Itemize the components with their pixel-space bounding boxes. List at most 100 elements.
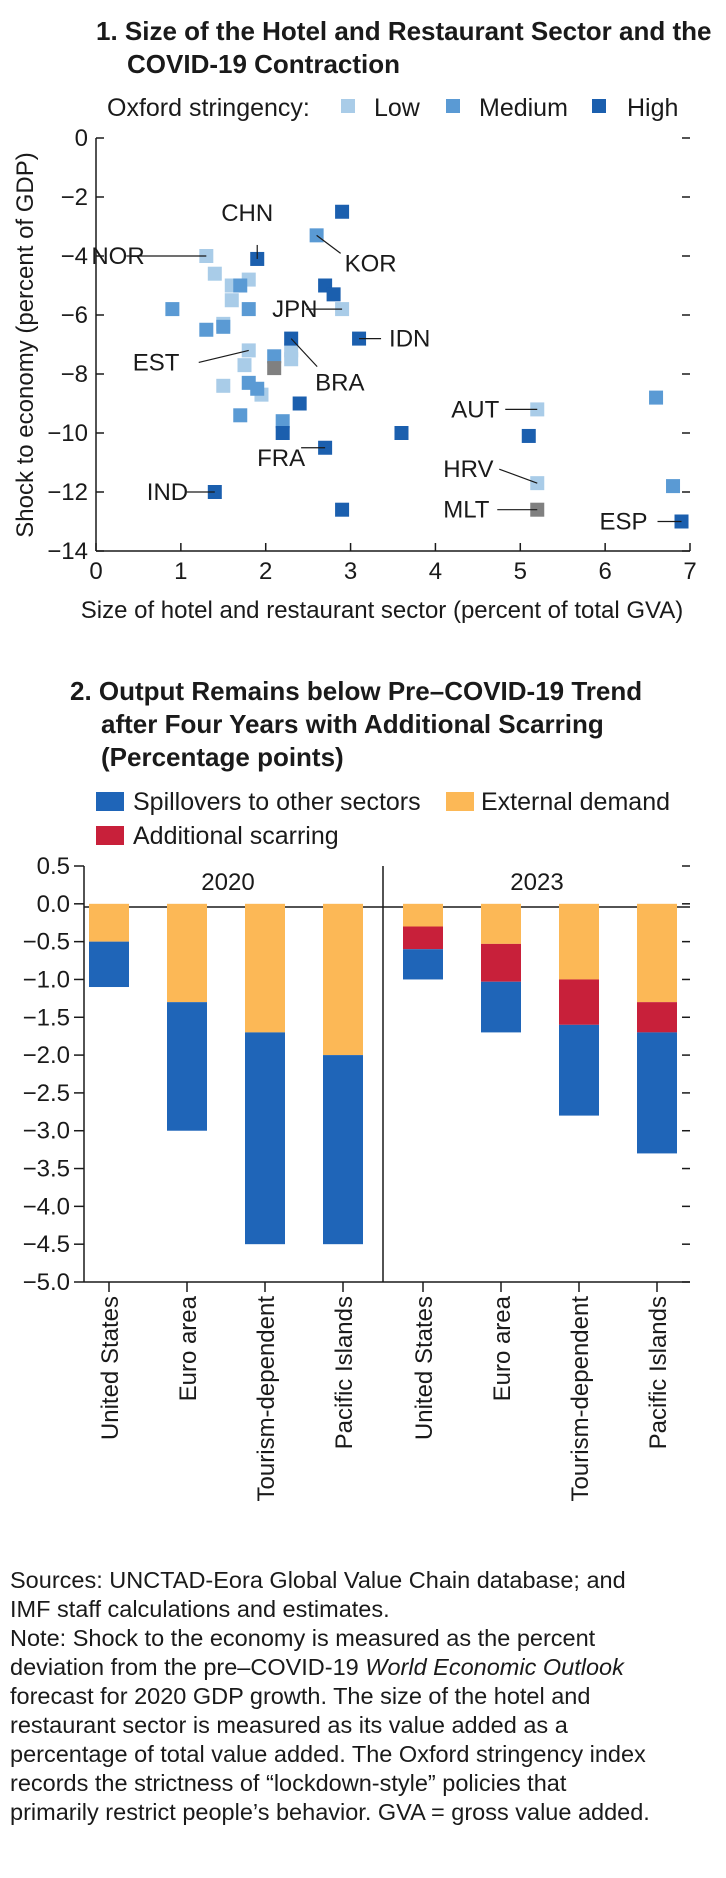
point-label-ind: IND bbox=[147, 479, 188, 506]
scatter-point-high bbox=[326, 287, 341, 302]
scatter-point-high bbox=[521, 428, 536, 443]
point-label-aut: AUT bbox=[451, 396, 499, 423]
scatter-point-low bbox=[207, 266, 222, 281]
y-tick-label: −2.5 bbox=[23, 1080, 70, 1107]
x-tick-label: 7 bbox=[683, 558, 696, 585]
label-leader-bra bbox=[290, 338, 318, 368]
y-tick-label: −1.5 bbox=[23, 1004, 70, 1031]
bar-external-demand-2023-euro-area bbox=[481, 903, 521, 944]
bar-additional-scarring-2023-euro-area bbox=[481, 943, 521, 982]
category-label-united-states: United States bbox=[411, 1296, 438, 1440]
legend-swatch-high bbox=[592, 99, 606, 113]
y-tick-label: −4.5 bbox=[23, 1231, 70, 1258]
scatter-point-high bbox=[275, 426, 290, 440]
category-label-pacific-islands: Pacific Islands bbox=[331, 1296, 358, 1449]
note-line-2-italic: World Economic Outlook bbox=[365, 1654, 624, 1680]
y-tick-label: −0.5 bbox=[23, 929, 70, 956]
category-label-united-states: United States bbox=[97, 1296, 124, 1440]
y-tick-label: −4 bbox=[61, 243, 88, 270]
scatter-chart: 1. Size of the Hotel and Restaurant Sect… bbox=[12, 16, 711, 624]
chart2-ticks: 0.5 0.0 −0.5 −1.0 −1.5 −2.0 −2.5 −3.0 −3.5 −4.0 −4… bbox=[23, 853, 690, 1296]
bar-spillovers-to-other-sectors-2020-pacific-islands bbox=[323, 1055, 363, 1245]
y-tick-label: −10 bbox=[47, 420, 88, 447]
bar-external-demand-2023-pacific-islands bbox=[637, 903, 677, 1003]
point-label-chn: CHN bbox=[221, 200, 273, 227]
chart1-labels: CHN NOR KOR JPN IDN EST BRA AUT FRA HRV IND MLT ESP bbox=[91, 200, 682, 536]
scatter-point-medium bbox=[250, 381, 265, 396]
label-leader-est bbox=[198, 349, 249, 363]
scatter-point-unclassified bbox=[267, 361, 282, 376]
legend-label-scarring: Additional scarring bbox=[133, 822, 339, 850]
scatter-point-medium bbox=[241, 302, 256, 317]
legend-swatch-external-demand bbox=[446, 792, 474, 811]
x-tick-label: 2 bbox=[259, 558, 272, 585]
chart1-legend: Oxford stringency: Low Medium High bbox=[107, 94, 678, 122]
bar-spillovers-to-other-sectors-2020-united-states bbox=[89, 941, 129, 988]
note-line-6: records the strictness of “lockdown-styl… bbox=[10, 1770, 567, 1796]
panel-label-2023: 2023 bbox=[510, 869, 563, 896]
y-tick-label: −3.5 bbox=[23, 1156, 70, 1183]
scatter-point-medium bbox=[233, 278, 248, 293]
x-tick-label: 4 bbox=[429, 558, 442, 585]
category-label-tourism-dependent: Tourism-dependent bbox=[253, 1296, 280, 1502]
panel-label-2020: 2020 bbox=[201, 869, 254, 896]
scatter-point-low bbox=[237, 358, 252, 373]
bar-external-demand-2020-tourism-dependent bbox=[245, 903, 285, 1033]
bar-spillovers-to-other-sectors-2020-euro-area bbox=[167, 1002, 207, 1131]
note-line-5: percentage of total value added. The Oxf… bbox=[10, 1741, 646, 1767]
chart2-title-line2: after Four Years with Additional Scarrin… bbox=[101, 709, 604, 739]
y-tick-label: −4.0 bbox=[23, 1193, 70, 1220]
bar-spillovers-to-other-sectors-2023-tourism-dependent bbox=[559, 1024, 599, 1116]
point-label-mlt: MLT bbox=[443, 497, 490, 524]
point-label-jpn: JPN bbox=[272, 296, 317, 323]
chart1-x-axis-label: Size of hotel and restaurant sector (per… bbox=[81, 597, 684, 624]
scatter-point-medium bbox=[267, 349, 282, 364]
x-tick-label: 5 bbox=[514, 558, 527, 585]
scatter-point-medium bbox=[216, 319, 231, 334]
legend-label-high: High bbox=[627, 94, 678, 122]
chart2-bars bbox=[89, 903, 677, 1245]
chart1-title-line2: COVID-19 Contraction bbox=[127, 49, 400, 79]
scatter-point-low bbox=[284, 352, 299, 367]
category-label-euro-area: Euro area bbox=[175, 1295, 202, 1401]
legend-label-low: Low bbox=[374, 94, 421, 122]
y-tick-label: −2.0 bbox=[23, 1042, 70, 1069]
category-label-euro-area: Euro area bbox=[489, 1295, 516, 1401]
y-tick-label: 0 bbox=[75, 125, 88, 152]
bar-spillovers-to-other-sectors-2023-united-states bbox=[403, 949, 443, 980]
chart2-title-line1: 2. Output Remains below Pre–COVID-19 Tre… bbox=[70, 676, 642, 706]
scatter-point-low bbox=[216, 378, 231, 393]
point-label-esp: ESP bbox=[600, 509, 648, 536]
scatter-point-high bbox=[292, 396, 307, 411]
bar-spillovers-to-other-sectors-2023-pacific-islands bbox=[637, 1032, 677, 1154]
y-tick-label: 0.5 bbox=[37, 853, 70, 880]
sources-and-notes: Sources: UNCTAD-Eora Global Value Chain … bbox=[10, 1566, 716, 1827]
legend-label-external-demand: External demand bbox=[481, 788, 670, 816]
x-tick-label: 0 bbox=[89, 558, 102, 585]
point-label-nor: NOR bbox=[91, 243, 144, 270]
note-line-3: forecast for 2020 GDP growth. The size o… bbox=[10, 1683, 591, 1709]
bar-external-demand-2020-pacific-islands bbox=[323, 903, 363, 1056]
note-line-2-text: deviation from the pre–COVID-19 bbox=[10, 1654, 366, 1680]
scatter-point-medium bbox=[649, 390, 664, 405]
point-label-est: EST bbox=[133, 349, 180, 376]
bar-additional-scarring-2023-tourism-dependent bbox=[559, 979, 599, 1025]
y-tick-label: −12 bbox=[47, 479, 88, 506]
bar-external-demand-2020-euro-area bbox=[167, 903, 207, 1003]
chart2-legend: Spillovers to other sectors External dem… bbox=[96, 788, 670, 850]
label-leader-hrv bbox=[499, 468, 538, 484]
note-line-4: restaurant sector is measured as its val… bbox=[10, 1712, 568, 1738]
legend-swatch-low bbox=[341, 99, 355, 113]
y-tick-label: −8 bbox=[61, 361, 88, 388]
sources-line-1: Sources: UNCTAD-Eora Global Value Chain … bbox=[10, 1567, 626, 1593]
y-tick-label: −5.0 bbox=[23, 1269, 70, 1296]
scatter-point-high bbox=[394, 426, 409, 440]
sources-line-2: IMF staff calculations and estimates. bbox=[10, 1596, 390, 1622]
scatter-point-medium bbox=[275, 414, 290, 429]
category-label-pacific-islands: Pacific Islands bbox=[645, 1296, 672, 1449]
point-label-hrv: HRV bbox=[443, 456, 493, 483]
bar-additional-scarring-2023-pacific-islands bbox=[637, 1002, 677, 1033]
point-label-bra: BRA bbox=[315, 370, 364, 397]
stacked-bar-chart: 2. Output Remains below Pre–COVID-19 Tre… bbox=[23, 676, 690, 1501]
category-label-tourism-dependent: Tourism-dependent bbox=[567, 1296, 594, 1502]
